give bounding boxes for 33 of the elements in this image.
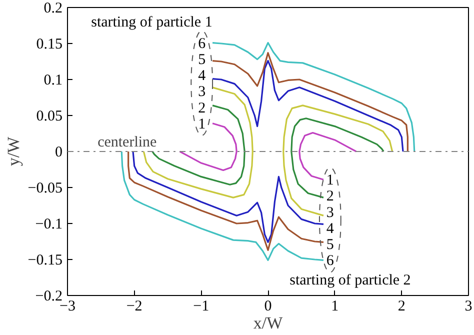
y-tick-label: 0.05 bbox=[36, 108, 62, 124]
y-axis-title: y/W bbox=[4, 136, 23, 166]
annotation: starting of particle 2 bbox=[290, 272, 411, 288]
y-tick-label: −0.05 bbox=[28, 180, 63, 196]
annotation: starting of particle 1 bbox=[91, 14, 212, 31]
annotation: 5 bbox=[326, 237, 334, 254]
annotation: 3 bbox=[326, 204, 334, 221]
y-tick-label: 0.1 bbox=[44, 72, 62, 88]
y-tick-label: −0.15 bbox=[28, 252, 63, 268]
y-tick-label: 0.2 bbox=[44, 0, 62, 16]
annotation: 2 bbox=[198, 100, 206, 116]
line-series bbox=[282, 104, 394, 216]
x-tick-label: −1 bbox=[193, 298, 210, 314]
annotation: 1 bbox=[326, 172, 334, 189]
annotation: 6 bbox=[198, 36, 206, 52]
annotation: 2 bbox=[326, 188, 334, 205]
annotation: 1 bbox=[198, 116, 206, 132]
annotation: 6 bbox=[326, 253, 334, 270]
ref-line-label: centerline bbox=[98, 134, 158, 150]
y-tick-label: 0.15 bbox=[36, 36, 62, 52]
x-tick-label: 2 bbox=[398, 298, 406, 314]
annotation: 3 bbox=[198, 84, 206, 100]
annotation: 5 bbox=[198, 52, 206, 68]
annotation: 4 bbox=[326, 220, 334, 237]
x-tick-label: 0 bbox=[264, 298, 272, 314]
x-tick-label: 1 bbox=[331, 298, 339, 314]
x-tick-label: −2 bbox=[126, 298, 142, 314]
x-tick-label: 3 bbox=[464, 298, 472, 314]
x-axis-title: x/W bbox=[253, 314, 284, 332]
y-tick-label: −0.1 bbox=[35, 216, 63, 232]
annotation: 4 bbox=[198, 68, 206, 84]
y-tick-label: 0 bbox=[55, 144, 62, 160]
line-series bbox=[290, 118, 384, 198]
